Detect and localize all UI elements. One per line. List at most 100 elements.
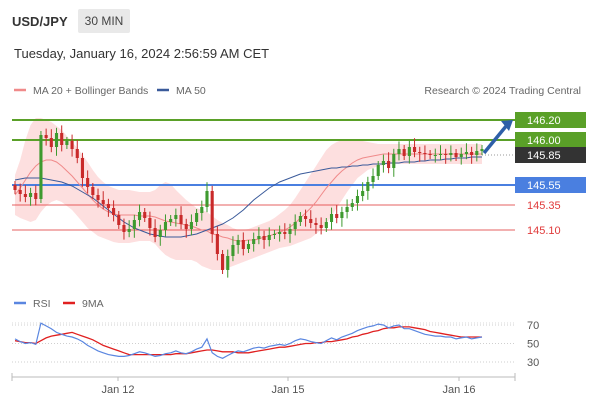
candle xyxy=(179,206,183,230)
candle xyxy=(153,219,157,243)
rsi-tick-50: 50 xyxy=(527,339,539,351)
candle xyxy=(18,183,22,202)
candle xyxy=(231,236,235,262)
candle xyxy=(454,149,458,161)
candle xyxy=(257,227,261,245)
candle xyxy=(428,150,432,159)
candle xyxy=(402,145,406,160)
candle xyxy=(96,188,100,208)
rsi-line xyxy=(14,322,483,359)
candle xyxy=(49,129,53,153)
candle xyxy=(80,152,85,187)
candle xyxy=(184,218,188,238)
candle xyxy=(34,185,38,206)
candle xyxy=(101,191,105,210)
candle xyxy=(158,224,162,246)
candle xyxy=(319,217,323,235)
candle xyxy=(329,207,334,230)
candle xyxy=(470,146,474,164)
candle xyxy=(361,182,365,202)
level-145-85-label: 145.85 xyxy=(527,150,561,162)
candle xyxy=(309,210,313,229)
rsi-9ma-line xyxy=(14,326,482,356)
candle xyxy=(304,209,308,227)
rsi-tick-30: 30 xyxy=(527,357,539,369)
forecast-arrow xyxy=(482,120,513,155)
candle xyxy=(283,223,287,240)
level-146-20-label: 146.20 xyxy=(527,115,561,127)
candle xyxy=(475,143,479,162)
candle xyxy=(174,208,178,227)
candle xyxy=(387,152,391,174)
candle xyxy=(148,211,152,236)
candle xyxy=(23,185,27,203)
bollinger-band-fill xyxy=(15,118,482,270)
level-145-10-label: 145.10 xyxy=(527,225,561,237)
candle xyxy=(345,199,349,219)
legend-rsi: RSI xyxy=(33,298,51,310)
level-146-00-label-bg xyxy=(515,132,586,148)
candle xyxy=(262,230,266,249)
watermark: Research © 2024 Trading Central xyxy=(424,85,581,97)
candle xyxy=(137,204,142,227)
level-145-35-label: 145.35 xyxy=(527,200,561,212)
candle xyxy=(381,154,385,173)
candle xyxy=(91,183,95,199)
candle xyxy=(324,218,328,232)
x-tick-label: Jan 15 xyxy=(271,384,304,396)
forecast-arrow-head xyxy=(501,120,513,131)
candle xyxy=(60,125,64,152)
candle xyxy=(278,225,282,242)
candle xyxy=(200,200,204,221)
x-tick-label: Jan 12 xyxy=(101,384,134,396)
candle xyxy=(464,143,468,160)
candle xyxy=(195,209,199,226)
candle xyxy=(75,140,79,164)
candle xyxy=(433,148,437,163)
chart-timestamp: Tuesday, January 16, 2024 2:56:59 AM CET xyxy=(14,46,270,61)
candle xyxy=(54,127,59,156)
legend-9ma: 9MA xyxy=(82,298,104,310)
candle xyxy=(189,214,193,236)
candle xyxy=(376,161,380,180)
candle xyxy=(44,128,48,146)
candle xyxy=(29,187,33,206)
legend-ma50: MA 50 xyxy=(176,85,206,97)
candle xyxy=(226,249,230,278)
candle xyxy=(459,147,463,165)
level-145-85-label-bg xyxy=(515,147,586,163)
candle xyxy=(314,217,318,234)
legend-ma20-bb: MA 20 + Bollinger Bands xyxy=(33,85,148,97)
candle xyxy=(480,145,484,155)
candle xyxy=(423,145,427,161)
candle xyxy=(163,214,168,237)
candle xyxy=(298,212,302,226)
candle xyxy=(220,250,225,274)
candle xyxy=(272,230,277,239)
candle xyxy=(210,185,214,243)
x-tick-label: Jan 16 xyxy=(442,384,475,396)
level-146-20-label-bg xyxy=(515,112,586,128)
candlesticks xyxy=(13,125,484,278)
forecast-arrow-shaft xyxy=(482,123,509,155)
candle xyxy=(371,168,375,189)
candle xyxy=(127,220,131,238)
rsi-tick-70: 70 xyxy=(527,320,539,332)
candle xyxy=(288,223,292,243)
candle xyxy=(236,234,240,254)
candle xyxy=(350,199,354,211)
candle xyxy=(112,200,116,222)
candle xyxy=(132,214,136,238)
candle xyxy=(407,140,411,164)
candle xyxy=(355,189,360,211)
candle xyxy=(412,138,417,158)
timeframe-badge[interactable]: 30 MIN xyxy=(78,9,130,33)
candle xyxy=(252,232,256,252)
candle xyxy=(106,198,110,217)
candle xyxy=(267,227,271,247)
candle xyxy=(86,170,90,194)
candle xyxy=(449,145,453,162)
level-145-55-label-bg xyxy=(515,177,586,193)
